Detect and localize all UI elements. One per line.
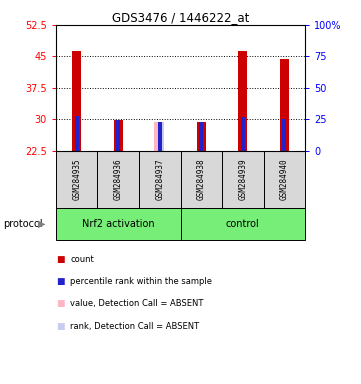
Bar bbox=[56, 151, 97, 208]
Text: control: control bbox=[226, 219, 260, 229]
Title: GDS3476 / 1446222_at: GDS3476 / 1446222_at bbox=[112, 11, 249, 24]
Bar bbox=[72, 51, 81, 151]
Text: GSM284938: GSM284938 bbox=[197, 159, 206, 200]
Bar bbox=[180, 151, 222, 208]
Bar bbox=[114, 120, 123, 151]
Bar bbox=[280, 58, 289, 151]
Bar bbox=[160, 122, 164, 151]
Bar bbox=[75, 116, 79, 151]
Bar bbox=[197, 122, 206, 151]
Text: ■: ■ bbox=[56, 321, 65, 331]
Text: value, Detection Call = ABSENT: value, Detection Call = ABSENT bbox=[70, 299, 204, 308]
Bar bbox=[116, 120, 120, 151]
Text: Nrf2 activation: Nrf2 activation bbox=[82, 219, 155, 229]
Bar bbox=[155, 122, 162, 151]
Bar bbox=[199, 122, 203, 151]
Bar bbox=[56, 208, 180, 240]
Bar bbox=[241, 117, 245, 151]
Bar bbox=[97, 151, 139, 208]
Bar bbox=[180, 208, 305, 240]
Bar bbox=[238, 51, 247, 151]
Text: rank, Detection Call = ABSENT: rank, Detection Call = ABSENT bbox=[70, 321, 200, 331]
Text: GSM284940: GSM284940 bbox=[280, 159, 289, 200]
Text: GSM284939: GSM284939 bbox=[238, 159, 247, 200]
Text: protocol: protocol bbox=[4, 219, 43, 229]
Text: GSM284935: GSM284935 bbox=[72, 159, 81, 200]
Text: ■: ■ bbox=[56, 255, 65, 264]
Bar bbox=[282, 119, 286, 151]
Bar bbox=[158, 122, 162, 151]
Text: GSM284936: GSM284936 bbox=[114, 159, 123, 200]
Text: GSM284937: GSM284937 bbox=[155, 159, 164, 200]
Text: percentile rank within the sample: percentile rank within the sample bbox=[70, 277, 212, 286]
Text: ■: ■ bbox=[56, 277, 65, 286]
Bar bbox=[222, 151, 264, 208]
Text: count: count bbox=[70, 255, 94, 264]
Text: ■: ■ bbox=[56, 299, 65, 308]
Bar bbox=[139, 151, 180, 208]
Text: ▶: ▶ bbox=[38, 219, 45, 229]
Bar bbox=[264, 151, 305, 208]
